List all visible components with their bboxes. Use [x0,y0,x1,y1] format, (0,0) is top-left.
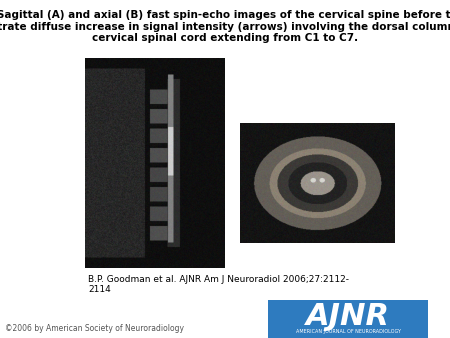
Text: B.P. Goodman et al. AJNR Am J Neuroradiol 2006;27:2112-
2114: B.P. Goodman et al. AJNR Am J Neuroradio… [88,275,349,294]
Text: ©2006 by American Society of Neuroradiology: ©2006 by American Society of Neuroradiol… [5,324,184,333]
Text: B: B [243,227,252,237]
Text: AMERICAN JOURNAL OF NEURORADIOLOGY: AMERICAN JOURNAL OF NEURORADIOLOGY [296,329,400,334]
Text: A: A [88,252,97,262]
Text: A and B, Sagittal (A) and axial (B) fast spin-echo images of the cervical spine : A and B, Sagittal (A) and axial (B) fast… [0,10,450,43]
Bar [268,300,428,338]
Text: AJNR: AJNR [306,302,390,331]
